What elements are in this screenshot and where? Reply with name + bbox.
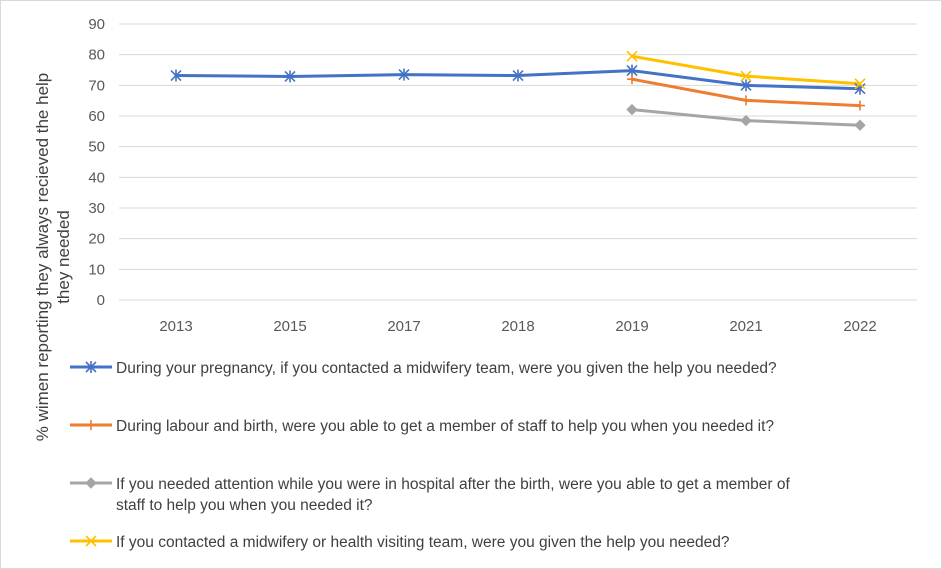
y-tick-label: 10 (88, 261, 105, 278)
x-tick-label: 2018 (501, 318, 534, 335)
legend-marker (85, 535, 97, 547)
data-point (170, 69, 182, 82)
legend-label: staff to help you when you needed it? (116, 497, 373, 514)
x-tick-label: 2017 (387, 318, 420, 335)
legend-item-1: During your pregnancy, if you contacted … (70, 360, 777, 377)
y-tick-label: 50 (88, 139, 105, 156)
legend-marker (86, 420, 96, 430)
y-tick-label: 30 (88, 200, 105, 217)
data-point (740, 79, 752, 92)
y-tick-label: 60 (88, 108, 105, 125)
data-point (626, 103, 638, 116)
x-axis-ticks: 2013 2015 2017 2018 2019 2021 2022 (159, 318, 876, 335)
y-axis-ticks: 0 10 20 30 40 50 60 70 80 90 (88, 16, 105, 309)
data-point (627, 74, 637, 85)
data-point (855, 100, 865, 111)
x-tick-label: 2015 (273, 318, 306, 335)
legend-label: During labour and birth, were you able t… (116, 418, 774, 435)
data-point (626, 50, 638, 62)
gridlines (119, 23, 917, 301)
data-point (854, 78, 866, 90)
data-point (284, 70, 296, 83)
legend-item-3: If you needed attention while you were i… (70, 476, 790, 514)
data-point (398, 68, 410, 81)
legend-marker (85, 477, 97, 489)
x-tick-label: 2013 (159, 318, 192, 335)
y-tick-label: 0 (97, 292, 105, 309)
data-point (512, 69, 524, 82)
series-lines (174, 54, 862, 127)
x-tick-label: 2022 (843, 318, 876, 335)
x-tick-label: 2021 (729, 318, 762, 335)
legend-label: If you contacted a midwifery or health v… (116, 534, 730, 551)
data-point (741, 95, 751, 106)
legend-label: If you needed attention while you were i… (116, 476, 790, 493)
y-tick-label: 90 (88, 16, 105, 33)
legend-marker (85, 361, 97, 373)
y-tick-label: 80 (88, 47, 105, 64)
y-axis-label-line: % wimen reporting they always recieved t… (33, 73, 52, 442)
y-axis-label-text: % wimen reporting they always recieved t… (33, 73, 73, 442)
legend-label: During your pregnancy, if you contacted … (116, 360, 777, 377)
y-axis-label: % wimen reporting they always recieved t… (33, 73, 73, 442)
y-tick-label: 20 (88, 231, 105, 248)
y-tick-label: 40 (88, 169, 105, 186)
data-point (740, 114, 752, 127)
y-axis-label-line: they needed (54, 210, 73, 304)
legend-item-4: If you contacted a midwifery or health v… (70, 534, 730, 551)
data-point (740, 70, 752, 82)
series-markers (170, 50, 866, 131)
data-point (854, 119, 866, 131)
legend-item-2: During labour and birth, were you able t… (70, 418, 774, 435)
x-tick-label: 2019 (615, 318, 648, 335)
legend: During your pregnancy, if you contacted … (70, 360, 790, 551)
y-tick-label: 70 (88, 77, 105, 94)
